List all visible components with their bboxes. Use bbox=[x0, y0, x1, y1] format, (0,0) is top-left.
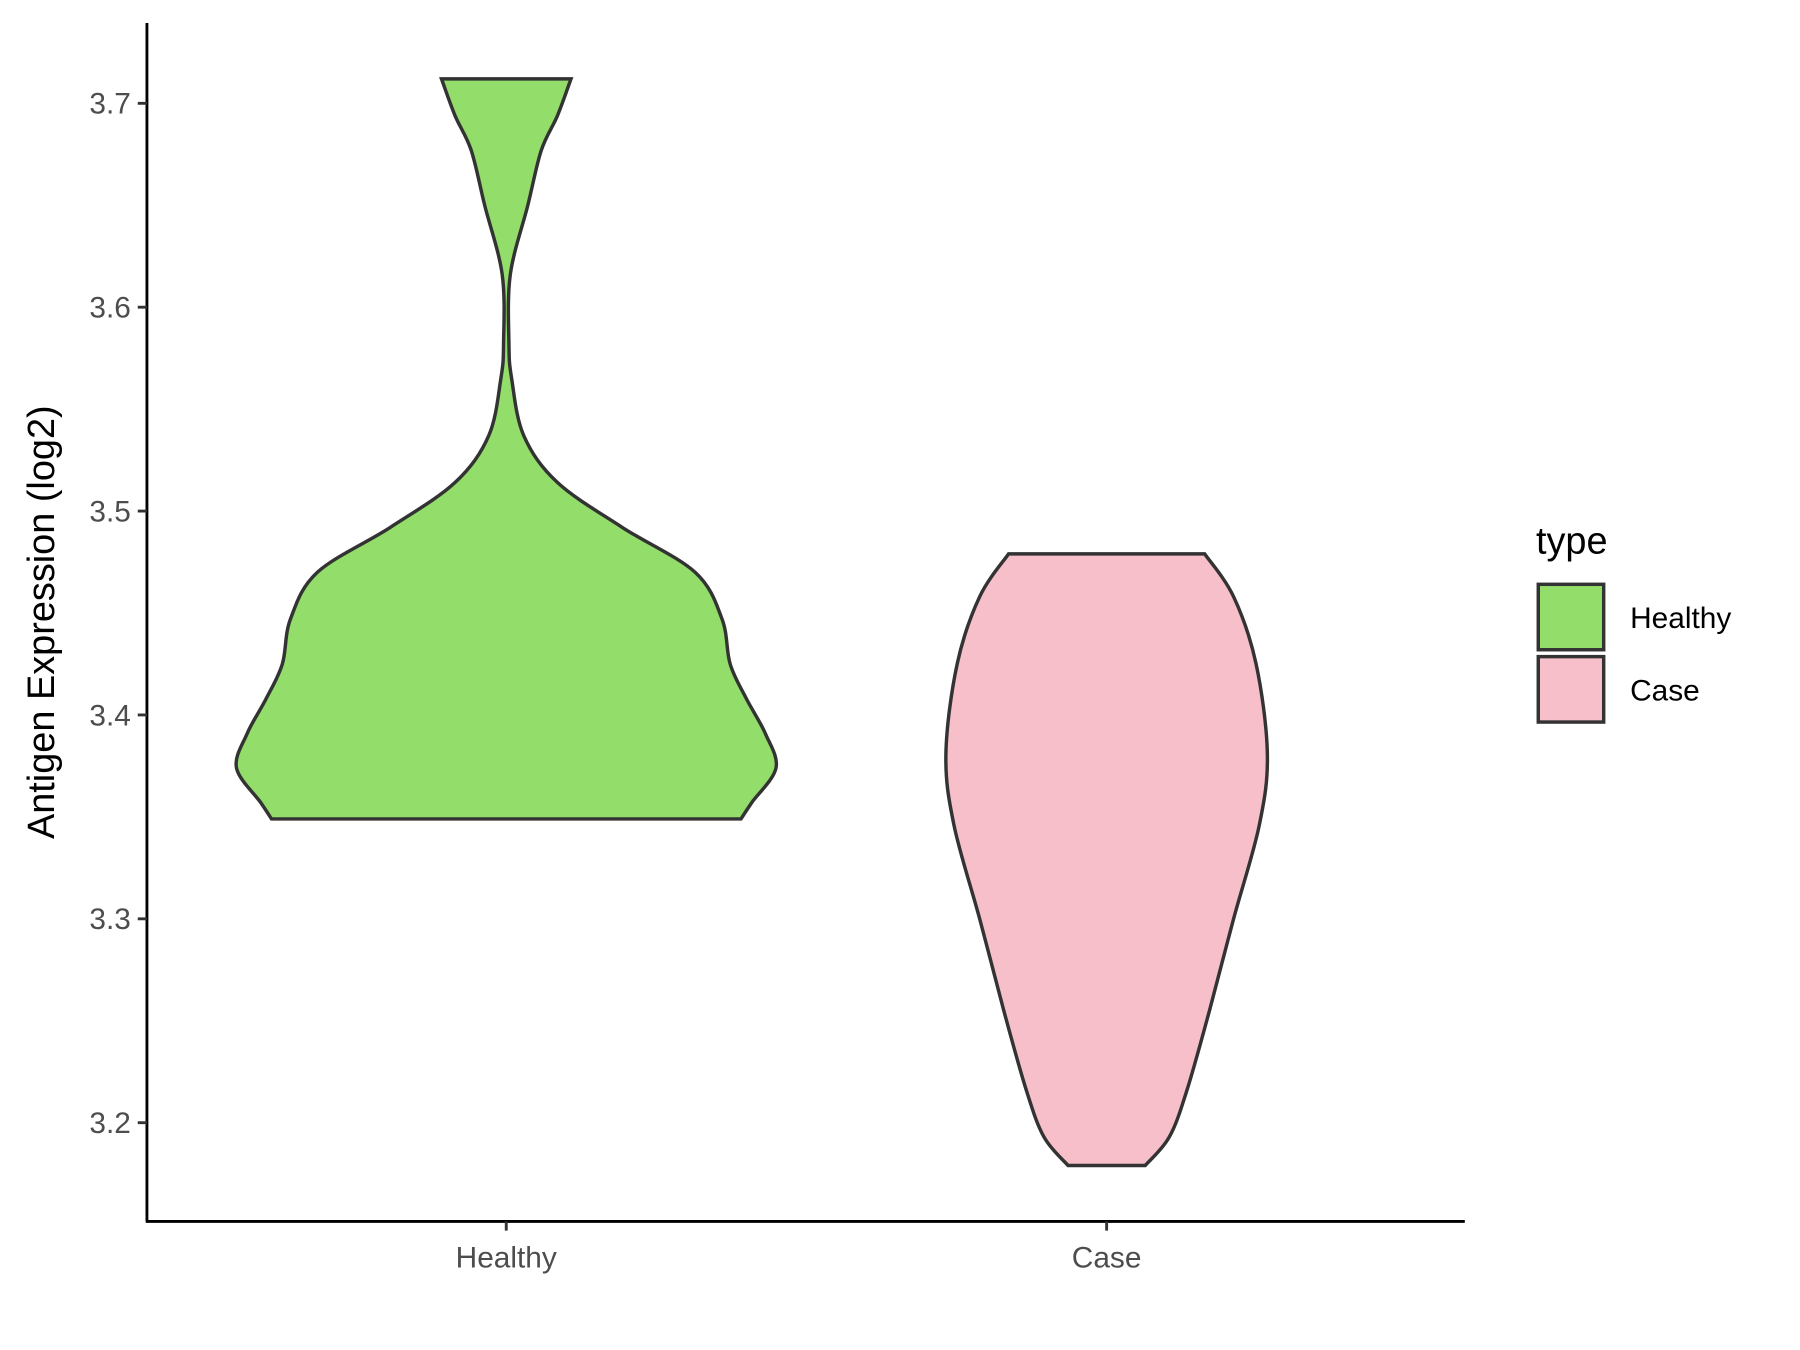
legend-title: type bbox=[1536, 520, 1608, 562]
y-tick-label: 3.4 bbox=[89, 699, 130, 732]
y-ticks: 3.2 3.3 3.4 3.5 3.6 3.7 bbox=[89, 88, 147, 1140]
x-tick-label: Case bbox=[1072, 1241, 1142, 1274]
x-ticks: Healthy Case bbox=[456, 1221, 1142, 1274]
violins bbox=[234, 77, 1270, 1168]
x-tick-label: Healthy bbox=[456, 1241, 557, 1274]
legend-label: Healthy bbox=[1630, 602, 1731, 635]
y-tick-label: 3.6 bbox=[89, 292, 130, 325]
legend-label: Case bbox=[1630, 674, 1700, 707]
violin-case bbox=[944, 552, 1270, 1168]
legend-key-healthy bbox=[1536, 582, 1606, 652]
y-axis-title: Antigen Expression (log2) bbox=[21, 405, 63, 839]
y-tick-label: 3.7 bbox=[89, 88, 130, 121]
violin-healthy bbox=[234, 77, 779, 821]
y-tick-label: 3.5 bbox=[89, 495, 130, 528]
legend: Healthy Case bbox=[1536, 582, 1731, 724]
y-tick-label: 3.3 bbox=[89, 903, 130, 936]
legend-key-case bbox=[1536, 654, 1606, 724]
y-tick-label: 3.2 bbox=[89, 1107, 130, 1140]
